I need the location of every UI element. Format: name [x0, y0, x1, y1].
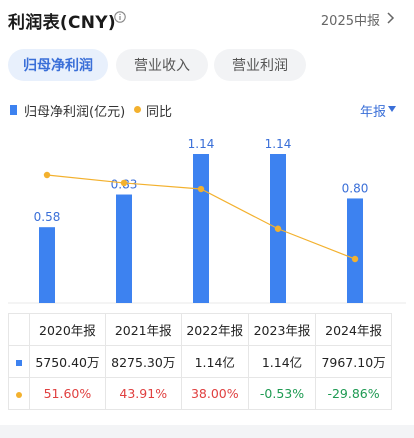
caret-down-icon[interactable]: [388, 106, 396, 112]
year-header: 2023年报: [247, 313, 317, 346]
bar-2022年报[interactable]: [193, 154, 209, 303]
profit-cell: 5750.40万: [29, 345, 106, 378]
data-table: 2020年报 2021年报 2022年报 2023年报 2024年报 5750.…: [8, 313, 392, 410]
tab-net-profit[interactable]: 归母净利润: [8, 49, 108, 81]
year-header: 2022年报: [180, 313, 249, 346]
year-header: 2020年报: [29, 313, 106, 346]
row-key-cell: [8, 377, 30, 410]
bar-2024年报[interactable]: [347, 198, 363, 303]
yoy-cell: 51.60%: [29, 377, 106, 410]
yoy-cell: -29.86%: [315, 377, 392, 410]
profit-cell: 8275.30万: [104, 345, 182, 378]
tab-revenue[interactable]: 营业收入: [116, 49, 208, 81]
yoy-point-2020年报[interactable]: [43, 171, 51, 179]
net-profit-chart: 0.580.831.141.140.80: [8, 137, 406, 304]
profit-cell: 1.14亿: [247, 345, 317, 378]
yoy-point-2023年报[interactable]: [274, 225, 282, 232]
bar-value-label: 1.14: [188, 137, 215, 151]
tab-label: 营业收入: [134, 58, 190, 74]
bar-2021年报[interactable]: [116, 194, 132, 303]
yoy-cell: 38.00%: [180, 377, 249, 410]
table-row: 5750.40万 8275.30万 1.14亿 1.14亿 7967.10万: [8, 345, 392, 378]
frequency-dropdown[interactable]: 年报: [359, 105, 386, 120]
bar-value-label: 1.14: [265, 137, 292, 151]
yoy-point-2024年报[interactable]: [351, 255, 359, 263]
year-header: 2024年报: [315, 313, 392, 346]
profit-cell: 7967.10万: [315, 345, 392, 378]
tab-label: 归母净利润: [23, 58, 93, 74]
bar-2020年报[interactable]: [39, 227, 55, 303]
row-key-cell: [8, 345, 30, 378]
legend-bar-swatch: [10, 105, 17, 115]
legend-bar-label: 归母净利润(亿元): [24, 105, 126, 120]
info-icon[interactable]: [114, 11, 126, 23]
panel-title: 利润表(CNY): [8, 13, 116, 33]
yoy-cell: -0.53%: [247, 377, 317, 410]
year-header: 2021年报: [104, 313, 182, 346]
legend-line-dot: [134, 106, 141, 113]
period-selector[interactable]: 2025中报: [320, 14, 380, 29]
bar-value-label: 0.58: [34, 210, 61, 224]
tab-operating-profit[interactable]: 营业利润: [214, 49, 306, 81]
table-row: 51.60% 43.91% 38.00% -0.53% -29.86%: [8, 377, 392, 410]
yoy-point-2022年报[interactable]: [197, 185, 205, 193]
legend-line-label: 同比: [146, 105, 173, 120]
tab-label: 营业利润: [232, 58, 288, 74]
panel-header: 利润表(CNY) 2025中报: [0, 0, 414, 36]
chevron-right-icon[interactable]: [384, 11, 396, 25]
line-series-marker: [16, 392, 22, 398]
yoy-cell: 43.91%: [104, 377, 182, 410]
profit-cell: 1.14亿: [180, 345, 249, 378]
table-corner-cell: [8, 313, 30, 346]
bar-value-label: 0.80: [342, 181, 369, 195]
yoy-point-2021年报[interactable]: [120, 179, 128, 187]
section-divider: [0, 425, 414, 438]
table-header-row: 2020年报 2021年报 2022年报 2023年报 2024年报: [8, 313, 392, 346]
bar-series-marker: [16, 360, 22, 366]
